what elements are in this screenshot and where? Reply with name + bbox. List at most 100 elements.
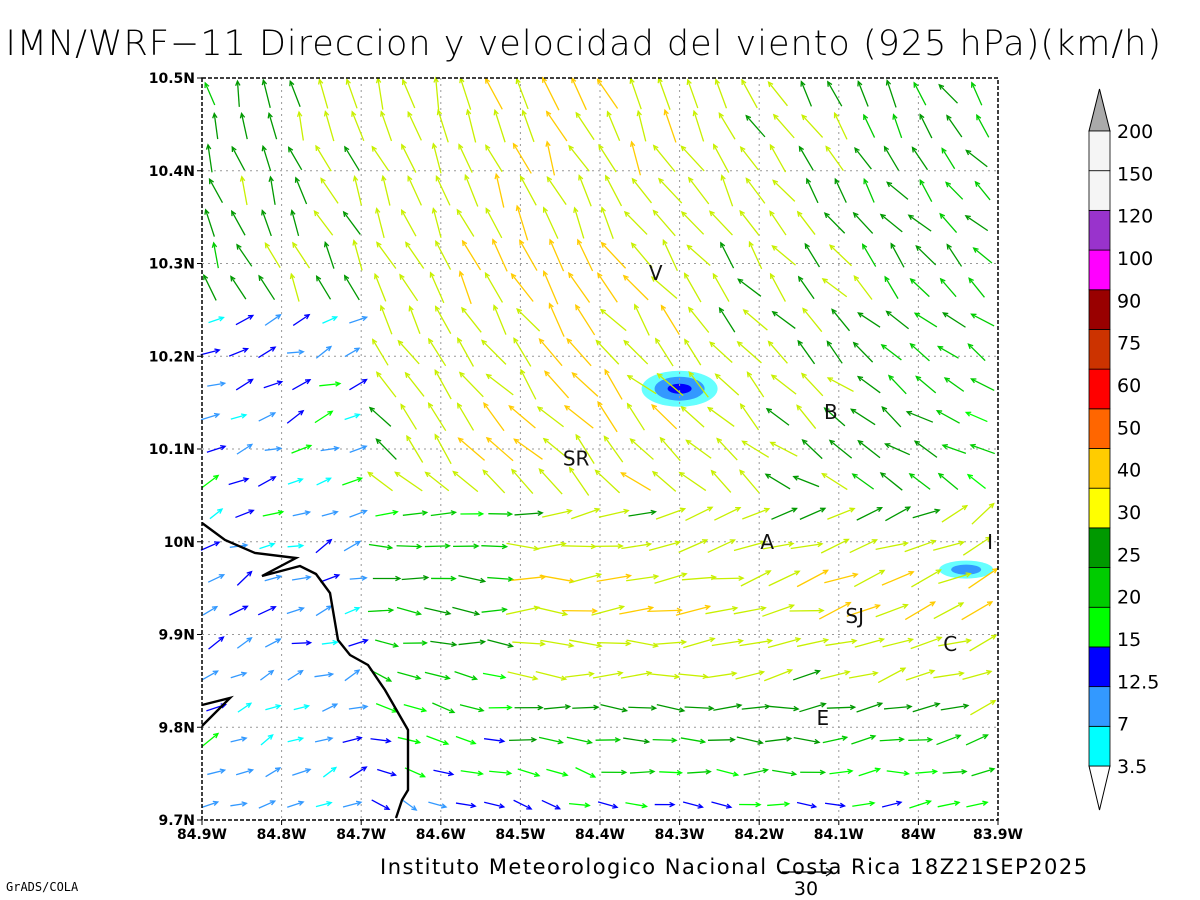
wind-vector [258, 800, 277, 809]
wind-vector [636, 109, 647, 142]
wind-vector [769, 272, 786, 302]
wind-vector [237, 702, 253, 713]
wind-vector [493, 108, 506, 143]
wind-vector [827, 80, 843, 107]
wind-vector [804, 242, 821, 268]
wind-vector [964, 214, 989, 232]
wind-vector [687, 306, 710, 333]
wind-vector [453, 543, 480, 549]
wind-vector [513, 438, 543, 460]
wind-vector [315, 800, 333, 808]
place-label: SJ [845, 604, 864, 628]
wind-vector [800, 769, 827, 776]
wind-vector [427, 402, 447, 432]
wind-vector [746, 371, 765, 398]
wind-vector [962, 669, 993, 680]
wind-vector [767, 81, 788, 107]
wind-vector [321, 639, 339, 646]
lon-tick-label: 84.1W [814, 827, 864, 843]
wind-vector [205, 143, 213, 173]
wind-vector [863, 177, 875, 203]
wind-vector [682, 801, 704, 809]
wind-vector [401, 78, 416, 109]
wind-vector [563, 404, 594, 429]
colorbar-label: 120 [1117, 206, 1153, 228]
wind-vector [714, 506, 742, 521]
wind-vector [799, 507, 827, 520]
wind-vector [657, 76, 671, 110]
wind-vector [913, 81, 927, 106]
wind-vector [352, 239, 363, 271]
wind-vector [965, 149, 988, 168]
wind-vector [827, 507, 856, 520]
wind-vector [458, 371, 484, 398]
wind-vector [482, 672, 507, 680]
wind-vector [692, 109, 705, 142]
wind-vector [424, 671, 451, 681]
wind-vector [796, 637, 830, 648]
wind-vector [313, 209, 334, 236]
colorbar-swatch [1088, 209, 1111, 251]
colorbar-label: 40 [1117, 460, 1141, 482]
wind-vector [789, 607, 825, 614]
wind-vector [483, 738, 506, 744]
wind-vector [290, 209, 300, 237]
wind-vector [573, 206, 585, 239]
wind-vector [680, 405, 705, 428]
wind-vector [343, 274, 360, 301]
wind-vector [396, 606, 423, 616]
wind-vector [287, 736, 305, 743]
wind-vector [578, 174, 592, 207]
wind-vector [854, 637, 886, 648]
wind-vector [457, 336, 475, 367]
wind-vector [235, 768, 255, 776]
wind-vector [686, 78, 699, 109]
wind-vector [575, 433, 595, 464]
colorbar-swatch [1088, 646, 1111, 688]
colorbar-label: 7 [1117, 714, 1129, 736]
wind-vector [510, 272, 534, 302]
coastline [201, 522, 410, 819]
wind-vector [433, 76, 440, 111]
colorbar-label: 50 [1117, 417, 1141, 439]
wind-vector [856, 507, 883, 521]
colorbar-label: 60 [1117, 375, 1141, 397]
wind-vector [323, 240, 335, 269]
wind-vector [887, 374, 907, 395]
wind-vector [372, 575, 402, 582]
wind-vector [656, 372, 684, 397]
wind-vector [767, 340, 788, 364]
wind-vector [904, 601, 937, 621]
wind-vector [407, 175, 422, 206]
wind-vector [875, 541, 910, 551]
wind-vector [343, 540, 362, 552]
wind-vector [575, 111, 595, 141]
wind-vector [568, 466, 590, 496]
wind-vector [292, 510, 312, 517]
wind-vector [675, 604, 712, 616]
wind-vector [291, 444, 313, 454]
wind-vector [875, 603, 909, 618]
wind-vector [706, 671, 738, 679]
wind-vector [435, 175, 451, 206]
wind-vector [236, 637, 253, 649]
wind-vector [494, 172, 505, 208]
wind-vector [742, 309, 768, 331]
wind-vector [264, 242, 281, 269]
wind-vector [857, 312, 881, 328]
wind-vector [516, 308, 541, 332]
wind-vector [400, 798, 418, 811]
wind-vector [740, 570, 772, 587]
wind-vector [933, 602, 965, 620]
wind-vector [296, 110, 305, 141]
wind-vector [562, 543, 598, 550]
wind-vector [890, 242, 905, 268]
wind-vector [968, 277, 985, 298]
wind-vector [879, 472, 903, 491]
wind-vector [797, 339, 816, 365]
wind-vector [424, 543, 452, 549]
wind-vector [394, 471, 423, 492]
wind-vector [620, 472, 651, 491]
wind-vector [452, 606, 481, 616]
wind-vector [767, 637, 802, 649]
